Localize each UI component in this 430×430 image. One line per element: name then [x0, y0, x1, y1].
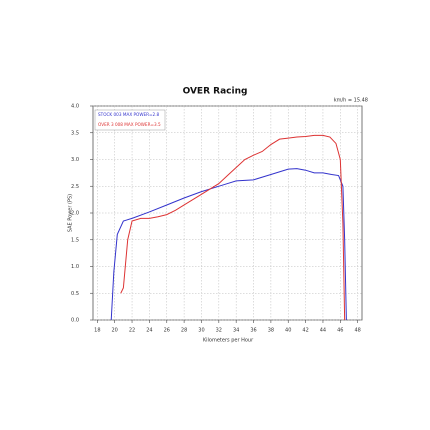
x-axis-label: Kilometers per Hour [203, 338, 254, 344]
y-tick-label: 2.0 [71, 211, 79, 217]
x-tick-label: 42 [302, 328, 308, 334]
legend-entry: OVER 3 008 MAX POWER=3.5 [98, 122, 161, 127]
annotation: km/h = 15.48 [334, 98, 368, 104]
x-tick-label: 32 [216, 328, 222, 334]
legend-box [94, 109, 166, 131]
y-axis-label: SAE Power (PS) [68, 194, 74, 232]
plot-area [92, 105, 363, 321]
series-line [110, 168, 347, 321]
series-line [120, 134, 346, 321]
y-tick-label: 3.0 [71, 157, 79, 163]
y-tick-label: 1.0 [71, 264, 79, 270]
x-tick-label: 34 [233, 328, 239, 334]
x-tick-label: 26 [164, 328, 170, 334]
y-tick-label: 0.5 [71, 291, 79, 297]
x-tick-label: 28 [181, 328, 187, 334]
x-tick-label: 40 [285, 328, 291, 334]
x-tick-label: 20 [112, 328, 118, 334]
y-tick-label: 0.0 [71, 318, 79, 324]
x-tick-label: 24 [146, 328, 152, 334]
x-tick-label: 22 [129, 328, 135, 334]
y-tick-label: 3.5 [71, 130, 79, 136]
x-tick-label: 18 [94, 328, 100, 334]
x-tick-label: 30 [198, 328, 204, 334]
x-tick-label: 48 [354, 328, 360, 334]
x-tick-label: 38 [268, 328, 274, 334]
y-tick-label: 1.5 [71, 237, 79, 243]
legend-entry: STOCK 003 MAX POWER=2.8 [98, 112, 160, 117]
x-tick-label: 44 [320, 328, 326, 334]
x-tick-label: 46 [337, 328, 343, 334]
chart-title: OVER Racing [183, 87, 248, 97]
y-tick-label: 4.0 [71, 104, 79, 110]
y-tick-label: 2.5 [71, 184, 79, 190]
x-tick-label: 36 [250, 328, 256, 334]
